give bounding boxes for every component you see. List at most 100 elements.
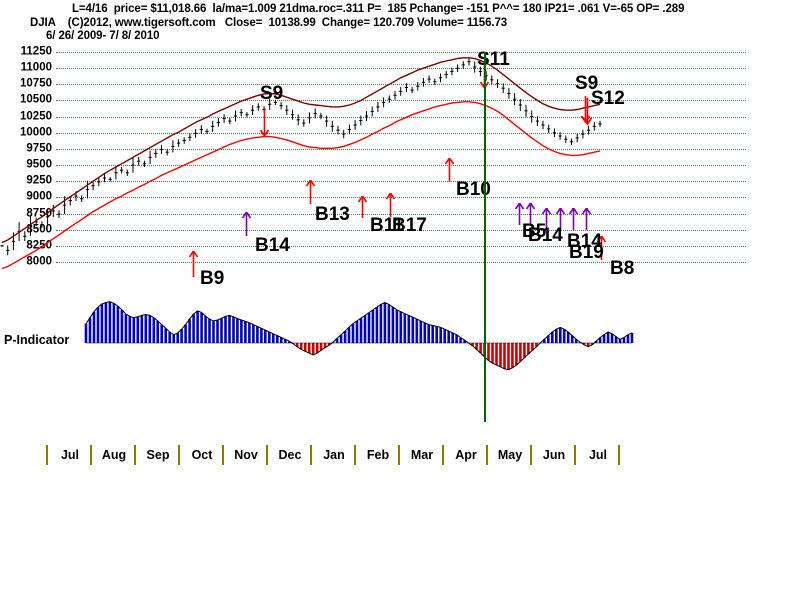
price-chart-panel[interactable]: 11250 11000 10750 10500 10250 10000 9750 9500 92… bbox=[0, 40, 800, 465]
gridline bbox=[56, 68, 746, 70]
sell-signal-label: S11 bbox=[477, 49, 510, 70]
buy-signal-arrow-icon bbox=[305, 180, 316, 204]
header-date-range: 6/ 26/ 2009- 7/ 8/ 2010 bbox=[46, 30, 160, 42]
month-label: Dec bbox=[278, 448, 302, 462]
gridline bbox=[56, 262, 746, 264]
month-tick bbox=[398, 445, 400, 465]
p-indicator-svg bbox=[84, 301, 634, 371]
buy-signal-label: B19 bbox=[569, 242, 604, 263]
buy-signal-label: B10 bbox=[456, 179, 491, 200]
buy-signal-arrow-icon bbox=[385, 193, 396, 217]
y-axis-tick-label: 10000 bbox=[20, 126, 52, 139]
month-label: Jul bbox=[60, 448, 80, 462]
buy-signal-arrow-icon bbox=[188, 251, 199, 277]
sell-signal-arrow-icon bbox=[259, 108, 270, 138]
buy-signal-label: B14 bbox=[567, 231, 602, 252]
buy-signal-label: B5 bbox=[522, 221, 547, 242]
y-axis-tick-label: 10250 bbox=[20, 109, 52, 122]
month-tick bbox=[310, 445, 312, 465]
month-tick bbox=[486, 445, 488, 465]
buy-signal-arrow-icon bbox=[596, 236, 607, 260]
buy-signal-label: B14 bbox=[528, 225, 563, 246]
chart-header: L=4/16 price= $11,018.66 la/ma=1.009 21d… bbox=[0, 0, 800, 42]
p-indicator-outline bbox=[85, 301, 633, 371]
month-label: Aug bbox=[101, 448, 127, 462]
month-label: Jul bbox=[588, 448, 608, 462]
lower-band-line bbox=[1, 101, 601, 270]
buy-signal-arrow-icon bbox=[241, 212, 252, 236]
month-tick bbox=[90, 445, 92, 465]
gridline bbox=[56, 116, 746, 119]
month-tick bbox=[354, 445, 356, 465]
p-indicator-bars bbox=[84, 301, 634, 370]
y-axis-tick-label: 8500 bbox=[26, 222, 52, 235]
month-tick bbox=[178, 445, 180, 465]
month-tick bbox=[134, 445, 136, 465]
buy-signal-label: B11 bbox=[370, 215, 404, 236]
price-gridlines bbox=[56, 40, 746, 270]
month-label: Mar bbox=[410, 448, 434, 462]
p-indicator-panel[interactable] bbox=[0, 295, 800, 405]
buy-signal-label: B9 bbox=[200, 268, 225, 289]
sell-signal-label: S9 bbox=[575, 73, 599, 94]
month-tick bbox=[222, 445, 224, 465]
buy-signal-arrow-icon bbox=[357, 196, 368, 218]
y-axis-tick-label: 11250 bbox=[20, 45, 52, 58]
y-axis-tick-label: 10750 bbox=[20, 77, 52, 90]
month-tick bbox=[46, 445, 48, 465]
y-axis-tick-label: 8750 bbox=[26, 206, 52, 219]
gridline bbox=[56, 181, 746, 183]
month-label: Jun bbox=[542, 448, 566, 462]
buy-signal-arrow-icon bbox=[525, 203, 536, 225]
price-series-svg bbox=[0, 57, 602, 270]
gridline bbox=[56, 245, 746, 248]
y-axis-tick-label: 8250 bbox=[26, 239, 52, 252]
month-tick bbox=[266, 445, 268, 465]
month-label: Jan bbox=[323, 448, 345, 462]
y-axis-tick-label: 9500 bbox=[26, 158, 52, 171]
buy-signal-label: B8 bbox=[610, 258, 635, 279]
month-tick bbox=[618, 445, 620, 465]
header-stats-line: L=4/16 price= $11,018.66 la/ma=1.009 21d… bbox=[72, 3, 685, 15]
header-symbol-line: DJIA (C)2012, www.tigersoft.com Close= 1… bbox=[30, 17, 508, 29]
gridline bbox=[56, 132, 746, 135]
buy-signal-arrow-icon bbox=[568, 208, 579, 230]
gridline bbox=[56, 197, 746, 199]
y-axis-tick-label: 10500 bbox=[20, 93, 52, 106]
gridline bbox=[56, 213, 746, 216]
month-label: Sep bbox=[146, 448, 170, 462]
buy-signal-arrow-icon bbox=[444, 158, 455, 182]
y-axis-tick-label: 9000 bbox=[26, 190, 52, 203]
buy-signal-arrow-icon bbox=[514, 203, 525, 225]
gridline bbox=[56, 229, 746, 232]
y-axis-tick-label: 8000 bbox=[26, 255, 52, 268]
month-label: Nov bbox=[234, 448, 258, 462]
month-label: Apr bbox=[455, 448, 477, 462]
gridline bbox=[56, 84, 746, 86]
month-tick bbox=[530, 445, 532, 465]
y-axis-tick-label: 9750 bbox=[26, 142, 52, 155]
buy-signal-arrow-icon bbox=[581, 208, 592, 230]
upper-band-line bbox=[1, 57, 601, 244]
month-tick bbox=[442, 445, 444, 465]
price-axis: 11250 11000 10750 10500 10250 10000 9750 9500 92… bbox=[0, 40, 56, 270]
buy-signal-label: B14 bbox=[255, 235, 290, 256]
gridline bbox=[56, 165, 746, 167]
gridline bbox=[56, 52, 746, 54]
gridline bbox=[56, 100, 746, 102]
sell-signal-label: S9 bbox=[260, 83, 284, 104]
price-bars bbox=[0, 57, 602, 256]
month-tick bbox=[574, 445, 576, 465]
price-plot-area[interactable] bbox=[0, 40, 690, 270]
buy-signal-label: B17 bbox=[392, 215, 427, 236]
y-axis-tick-label: 11000 bbox=[20, 61, 52, 74]
buy-signal-arrow-icon bbox=[555, 208, 566, 230]
sell-signal-arrow-icon bbox=[582, 98, 593, 126]
month-label: May bbox=[497, 448, 523, 462]
month-label: Oct bbox=[191, 448, 213, 462]
month-axis: Jul Aug Sep Oct Nov Dec Jan Feb Mar Apr May Jun Jul bbox=[0, 445, 800, 473]
sell-signal-label: S12 bbox=[591, 88, 625, 109]
month-label: Feb bbox=[366, 448, 390, 462]
buy-signal-arrow-icon bbox=[541, 208, 552, 230]
p-indicator-label: P-Indicator bbox=[4, 333, 70, 347]
